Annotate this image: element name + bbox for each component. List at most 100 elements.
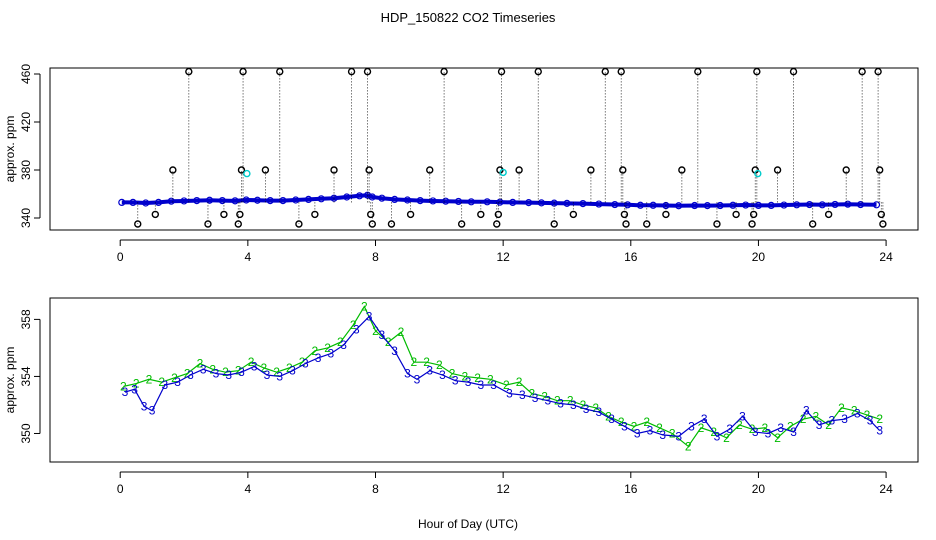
data-point-label: 3 [131,382,138,396]
data-point-label: 3 [803,404,810,418]
data-point [295,220,303,228]
top-y-tick-label: 420 [19,112,33,132]
data-point [780,201,788,209]
data-point [808,220,817,228]
data-point [343,193,351,201]
data-point-label: 3 [302,357,309,371]
top-y-tick-label: 340 [19,208,33,228]
data-point-label: 2 [337,335,344,349]
data-point [579,200,587,208]
data-point-label: 3 [675,429,682,443]
data-point [403,196,412,204]
bottom-y-tick-label: 350 [19,423,33,443]
data-point-label: 2 [554,394,561,408]
data-point [595,200,603,208]
top-x-tick-label: 20 [752,250,766,264]
data-point-label: 2 [184,367,191,381]
data-point [563,199,571,207]
data-point [391,195,399,203]
data-point-label: 3 [777,421,784,435]
data-point [601,67,609,76]
data-point-label: 3 [391,344,398,358]
data-point [218,197,226,205]
data-point-label: 3 [739,409,746,423]
data-point [872,201,881,209]
data-point [587,166,595,174]
data-point [550,220,558,228]
data-point [879,220,887,228]
bottom-x-tick-label: 20 [752,482,766,496]
data-point-label: 2 [618,415,625,429]
data-point [440,67,448,76]
data-point-label: 2 [260,361,267,375]
data-point-label: 2 [248,355,255,369]
data-point-label: 2 [398,325,405,339]
bottom-axes: 0 4 8 12 16 20 24 350 354 358 [19,309,893,496]
data-point [243,169,251,178]
data-point [442,197,450,205]
data-point-label: 3 [238,365,245,379]
top-series-blue [118,191,881,210]
data-point-label: 2 [350,318,357,332]
top-x-tick-label: 8 [372,250,379,264]
data-point [426,166,434,174]
data-point-label: 2 [580,398,587,412]
data-point [276,67,284,76]
data-point-label: 2 [361,300,368,314]
data-point-label: 2 [171,371,178,385]
data-point [368,220,377,228]
data-point [617,67,625,76]
top-x-tick-label: 0 [117,250,124,264]
data-point [266,197,274,205]
data-point [694,67,702,76]
data-point [818,201,826,209]
data-point [279,197,287,205]
data-point-label: 3 [583,402,590,416]
data-point [467,198,475,206]
data-point [876,166,884,174]
data-point [619,166,627,174]
data-point-label: 3 [519,388,526,402]
data-point [754,169,762,178]
top-y-tick-label: 380 [19,160,33,180]
data-point [611,200,619,209]
data-point [134,220,142,228]
data-point-label: 2 [761,421,768,435]
data-point-label: 2 [774,431,781,445]
data-point [483,198,491,206]
data-point-label: 2 [273,365,280,379]
data-point-label: 2 [235,364,242,378]
data-point [703,202,711,210]
data-point-label: 3 [264,368,271,382]
data-point-label: 3 [404,367,411,381]
data-point-label: 3 [506,387,513,401]
data-point [368,193,376,201]
data-point [789,67,798,76]
data-point-label: 2 [197,357,204,371]
data-point [649,201,657,209]
data-point [205,196,214,204]
top-marks [118,67,887,228]
data-point [387,220,396,228]
data-point-label: 2 [503,378,510,392]
top-y-tick-label: 460 [19,64,33,84]
data-point [236,210,244,219]
data-point [713,220,721,228]
data-point-label: 3 [162,378,169,392]
data-point [773,166,782,174]
data-point-label: 3 [379,328,386,342]
bottom-x-tick-label: 0 [117,482,124,496]
data-point [515,166,523,174]
data-point [678,166,686,174]
data-point [378,194,386,202]
data-point-label: 3 [688,419,695,433]
data-point [220,210,228,219]
data-point [330,194,338,202]
data-point [824,210,833,219]
data-point-label: 3 [621,419,628,433]
data-point-label: 3 [353,322,360,336]
data-point [234,220,242,228]
data-point [537,199,546,207]
